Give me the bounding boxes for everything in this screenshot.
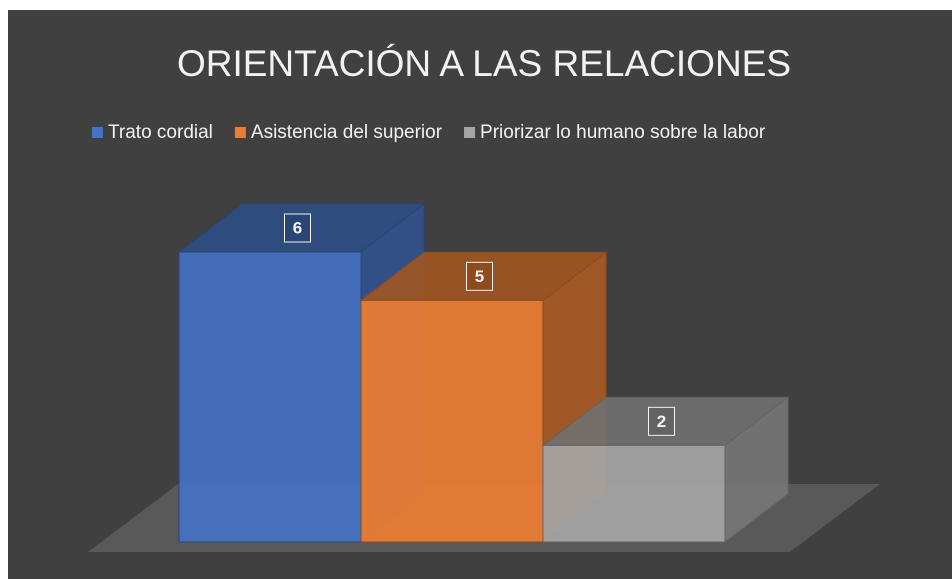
legend-label: Priorizar lo humano sobre la labor (480, 122, 766, 143)
bar (360, 299, 544, 543)
data-label: 6 (293, 218, 302, 237)
data-label-box (284, 213, 311, 243)
chart-title: ORIENTACIÓN A LAS RELACIONES (177, 43, 791, 84)
bar (178, 251, 362, 543)
data-label: 2 (657, 412, 666, 431)
legend-swatch (234, 127, 246, 138)
data-label-box (648, 406, 675, 436)
legend-label: Asistencia del superior (251, 122, 443, 143)
legend-swatch (92, 127, 103, 138)
legend-swatch (464, 127, 476, 138)
data-label: 5 (475, 267, 484, 286)
legend-label: Trato cordial (108, 122, 213, 143)
data-label-box (466, 261, 493, 291)
bar (542, 444, 726, 543)
